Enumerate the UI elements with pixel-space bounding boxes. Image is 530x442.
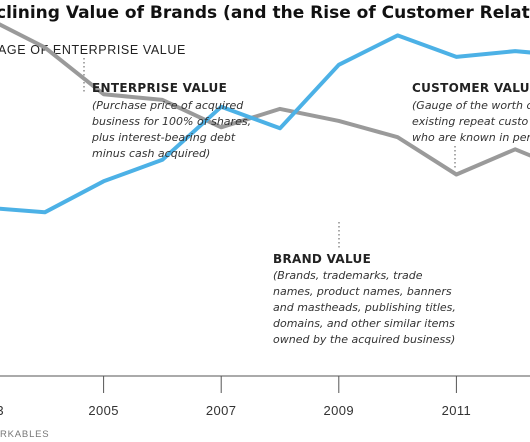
enterprise-value-desc-line: minus cash acquired): [92, 147, 210, 160]
brand-value-desc-line: and mastheads, publishing titles,: [273, 301, 456, 314]
customer-value-title: CUSTOMER VALU: [412, 81, 530, 95]
brand-value-annotation: BRAND VALUE (Brands, trademarks, trade n…: [273, 252, 456, 346]
x-tick-label: 2009: [324, 403, 355, 418]
customer-value-annotation: CUSTOMER VALU (Gauge of the worth o exis…: [412, 81, 530, 144]
x-tick-label: 2007: [206, 403, 237, 418]
enterprise-value-title: ENTERPRISE VALUE: [92, 81, 227, 95]
customer-value-desc-line: existing repeat custo: [412, 115, 529, 128]
brand-value-line: [0, 22, 530, 177]
y-axis-label: AGE OF ENTERPRISE VALUE: [0, 43, 186, 57]
enterprise-value-annotation: ENTERPRISE VALUE (Purchase price of acqu…: [91, 81, 251, 160]
brand-value-title: BRAND VALUE: [273, 252, 371, 266]
x-tick-label: 2011: [442, 403, 472, 418]
brand-value-desc-line: domains, and other similar items: [273, 317, 455, 330]
enterprise-value-desc-line: plus interest-bearing debt: [91, 131, 236, 144]
brand-value-desc-line: (Brands, trademarks, trade: [273, 269, 423, 282]
series-layer: [0, 22, 530, 215]
enterprise-value-desc-line: (Purchase price of acquired: [92, 99, 244, 112]
source-note: RKABLES: [0, 429, 49, 440]
enterprise-value-desc-line: business for 100% of shares,: [92, 115, 251, 128]
customer-value-desc-line: (Gauge of the worth o: [412, 99, 530, 112]
brand-value-desc-line: owned by the acquired business): [273, 333, 455, 346]
annotation-leaders: [83, 58, 456, 250]
x-axis-ticks: 3 2005 2007 2009 2011: [0, 376, 472, 418]
customer-value-desc-line: who are known in per: [412, 131, 530, 144]
customer-value-line: [0, 33, 530, 215]
brand-value-desc-line: names, product names, banners: [273, 285, 452, 298]
chart-title: clining Value of Brands (and the Rise of…: [0, 3, 530, 23]
x-tick-label: 3: [0, 403, 4, 418]
x-tick-label: 2005: [88, 403, 119, 418]
